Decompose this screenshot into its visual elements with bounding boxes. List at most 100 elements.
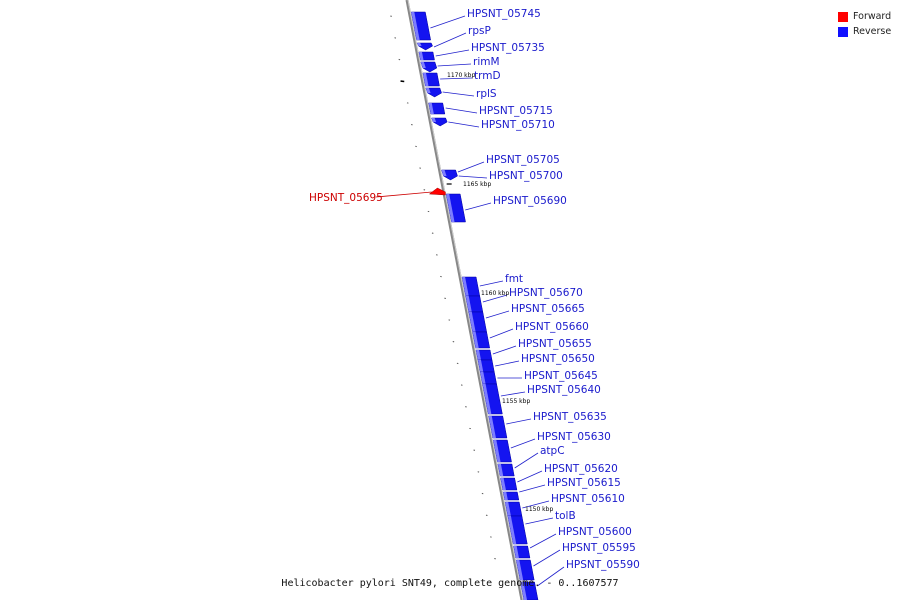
reverse-gene-block[interactable] [425, 87, 442, 98]
leader-line [489, 328, 514, 339]
gene-label[interactable]: HPSNT_05640 [527, 384, 601, 396]
leader-line [514, 452, 539, 469]
leader-line [465, 202, 492, 211]
gene-block-shade [482, 384, 492, 414]
leader-line [437, 63, 472, 67]
leader-line [457, 161, 485, 173]
gene-block-shade [417, 43, 422, 46]
gene-label[interactable]: HPSNT_05635 [533, 411, 607, 423]
gene-label[interactable]: HPSNT_05735 [471, 42, 545, 54]
gene-label[interactable]: HPSNT_05705 [486, 154, 560, 166]
tick-label: 1170 kbp [447, 72, 475, 79]
gene-label[interactable]: HPSNT_05630 [537, 431, 611, 443]
leader-line [533, 549, 561, 567]
gene-block-shade [420, 62, 426, 68]
leader-line [479, 280, 504, 287]
gene-label[interactable]: tolB [555, 510, 576, 522]
reverse-gene-block[interactable] [441, 169, 458, 181]
leader-line [445, 107, 478, 114]
leader-line [519, 484, 546, 493]
gene-block-shade [476, 350, 481, 360]
gene-label[interactable]: HPSNT_05655 [518, 338, 592, 350]
legend-reverse: Reverse [838, 24, 891, 39]
leader-line [500, 391, 526, 397]
forward-gene-block[interactable] [428, 187, 446, 196]
gene-label[interactable]: HPSNT_05620 [544, 463, 618, 475]
leader-line [435, 49, 470, 57]
gene-label[interactable]: HPSNT_05610 [551, 493, 625, 505]
gene-label[interactable]: HPSNT_05650 [521, 353, 595, 365]
gene-label[interactable]: rplS [476, 88, 497, 100]
genome-backbone [405, 0, 524, 600]
leader-line [458, 175, 488, 179]
reverse-labels: HPSNT_05745 rpsP HPSNT_05735 rimM trmD r… [467, 8, 640, 571]
gene-block-shade [500, 478, 506, 490]
leader-line [517, 470, 543, 483]
gene-block-shade [446, 194, 455, 222]
tick-label: 1160 kbp [481, 290, 509, 297]
gene-label[interactable]: fmt [505, 273, 523, 285]
gene-label[interactable]: atpC [540, 445, 565, 457]
gene-block-shade [422, 73, 429, 86]
leader-line-forward [375, 191, 432, 198]
gene-block-shade [428, 103, 434, 114]
gene-block-shade [505, 502, 511, 516]
tick-label: 1165 kbp [463, 181, 491, 188]
legend-forward: Forward [838, 9, 891, 24]
gene-block-shade [497, 464, 504, 476]
gene-block-shade [468, 312, 476, 332]
gene-block-shade [431, 118, 437, 122]
gene-block-shade [503, 492, 508, 500]
gene-block-shade [516, 560, 524, 580]
gene-block-shade [462, 277, 469, 296]
gene-label-forward[interactable]: HPSNT_05695 [309, 192, 383, 204]
gene-label[interactable]: HPSNT_05670 [509, 287, 583, 299]
gene-label[interactable]: rimM [473, 56, 500, 68]
leader-line [525, 517, 554, 525]
gene-label[interactable]: HPSNT_05690 [493, 195, 567, 207]
gene-block-shade [480, 372, 486, 384]
leader-line [529, 533, 557, 549]
gene-label[interactable]: HPSNT_05665 [511, 303, 585, 315]
reverse-gene-block[interactable] [431, 117, 448, 127]
genome-caption: Helicobacter pylori SNT49, complete geno… [281, 578, 619, 589]
forward-swatch [838, 11, 848, 22]
gene-block-shade [507, 516, 517, 544]
gene-label[interactable]: HPSNT_05595 [562, 542, 636, 554]
gene-label[interactable]: HPSNT_05715 [479, 105, 553, 117]
legend-forward-label: Forward [853, 11, 892, 22]
leader-line [430, 15, 466, 29]
legend: Forward Reverse [838, 9, 891, 39]
gene-blocks [410, 11, 539, 600]
gene-label[interactable]: HPSNT_05710 [481, 119, 555, 131]
leader-line [506, 418, 532, 425]
gene-block-shade [441, 170, 447, 176]
leader-line [537, 566, 565, 587]
leader-line [442, 91, 475, 97]
gene-label[interactable]: trmD [474, 70, 501, 82]
leader-line [485, 310, 510, 319]
leader-line [440, 77, 473, 80]
leader-line [448, 121, 480, 128]
gene-label[interactable]: HPSNT_05745 [467, 8, 541, 20]
reverse-gene-block[interactable] [420, 61, 438, 73]
leader-line [433, 32, 467, 48]
gene-label[interactable]: HPSNT_05700 [489, 170, 563, 182]
gene-label[interactable]: rpsP [468, 25, 491, 37]
gene-block-shade [513, 546, 519, 558]
gene-block-shade [472, 332, 479, 348]
gene-label[interactable]: HPSNT_05645 [524, 370, 598, 382]
gene-block-shade [520, 582, 527, 600]
gene-label[interactable]: HPSNT_05660 [515, 321, 589, 333]
gene-label[interactable]: HPSNT_05590 [566, 559, 640, 571]
gene-label[interactable]: HPSNT_05615 [547, 477, 621, 489]
tick-label: 1155 kbp [502, 398, 530, 405]
gene-label[interactable]: HPSNT_05600 [558, 526, 632, 538]
leader-line [492, 345, 517, 355]
gene-block-shade [493, 440, 501, 462]
gene-block-shade [411, 12, 420, 40]
reverse-swatch [838, 26, 848, 37]
gene-block-shade [425, 88, 431, 93]
leader-line [495, 360, 520, 367]
